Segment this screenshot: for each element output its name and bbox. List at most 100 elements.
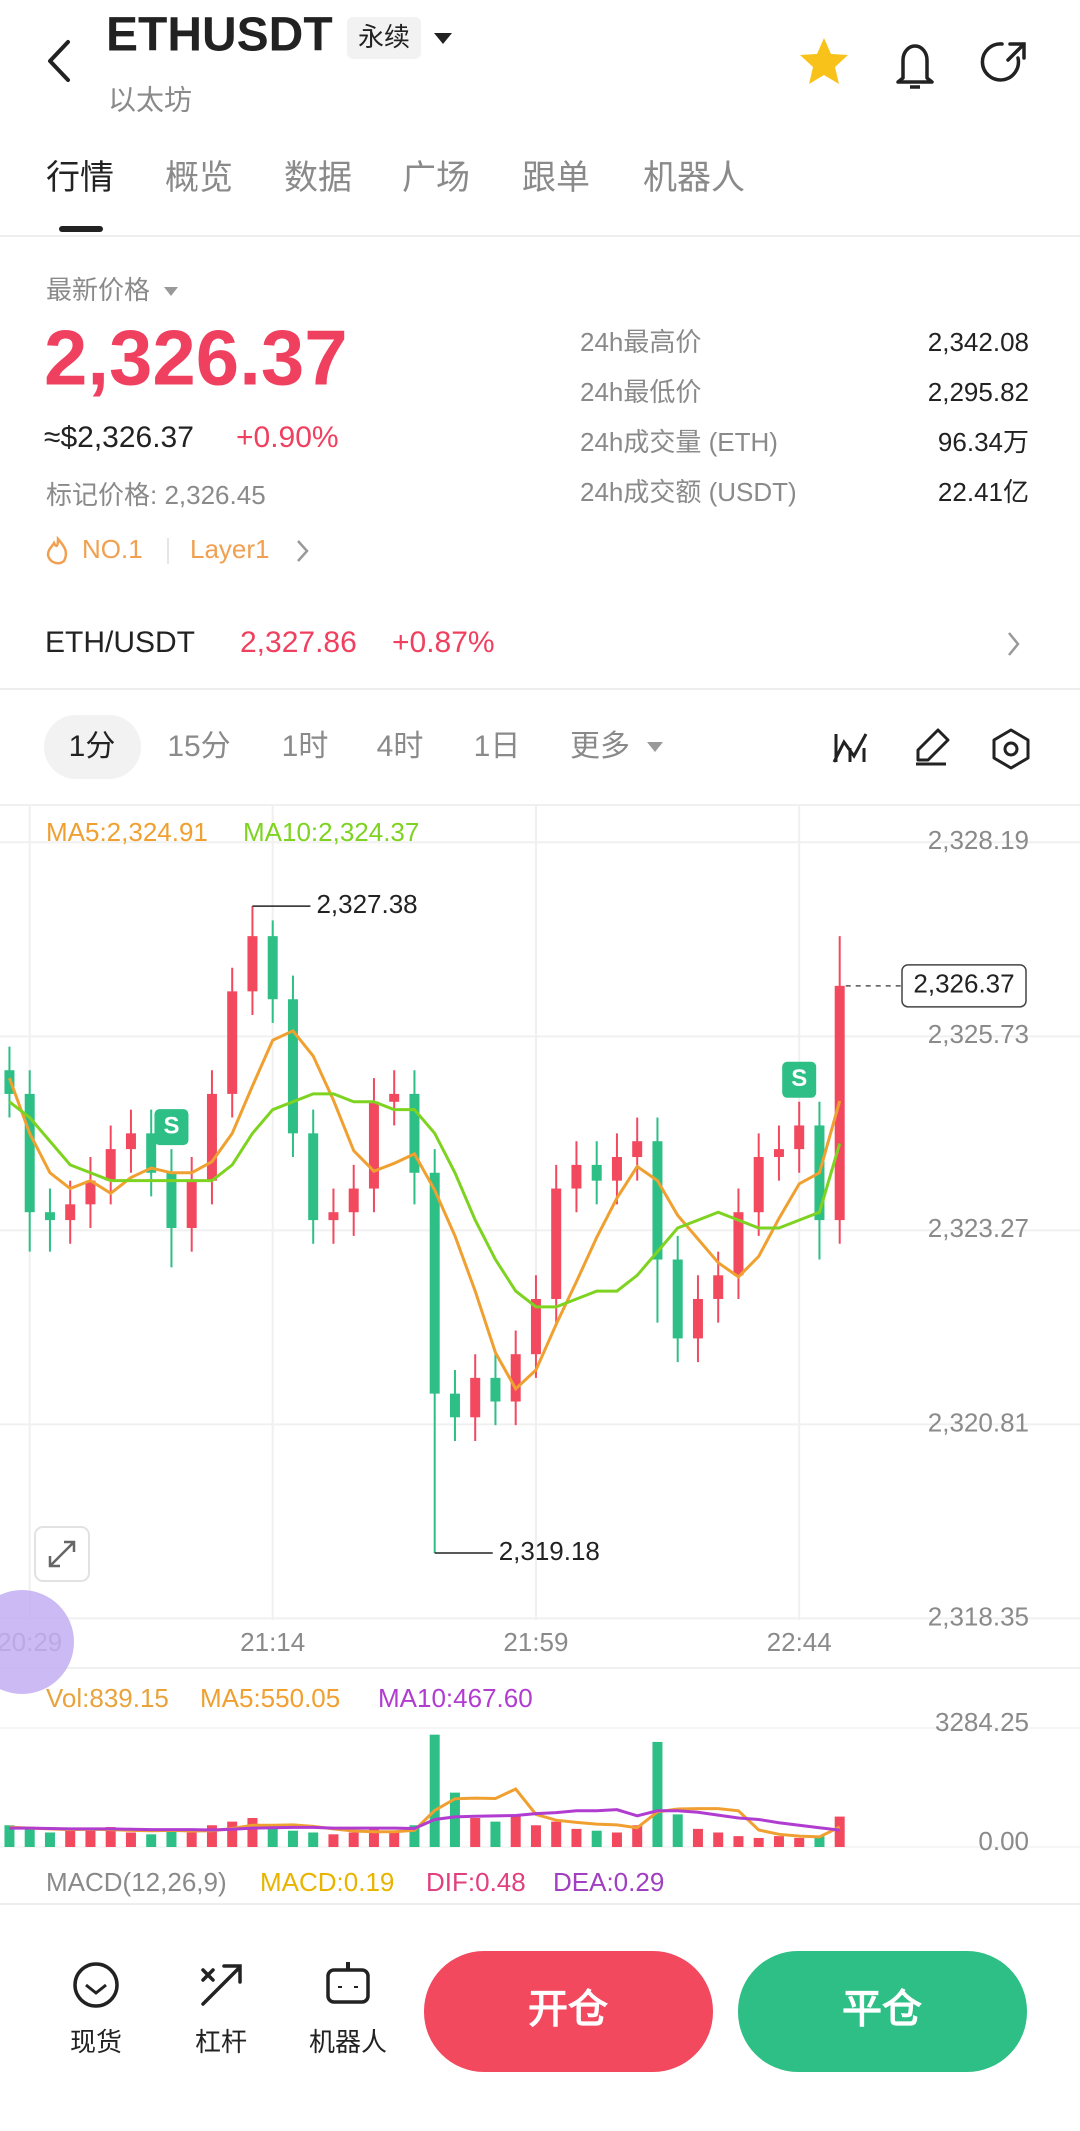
leverage-icon[interactable] — [201, 1964, 242, 2006]
volume-ma-line — [9, 1808, 840, 1832]
chevron[interactable] — [1008, 632, 1020, 656]
open-label: 开仓 — [528, 1988, 609, 2032]
volume-bar — [328, 1834, 339, 1847]
candle-body — [65, 1204, 76, 1221]
dropdown-icon[interactable] — [647, 742, 663, 752]
volume-bar — [632, 1825, 643, 1847]
spot-icon-mark — [85, 1983, 107, 1995]
alert-icon[interactable] — [896, 44, 934, 89]
dropdown-icon[interactable] — [434, 33, 452, 44]
y-tick-label: 2,320.81 — [928, 1407, 1029, 1437]
volume-bar — [571, 1828, 582, 1847]
stat-value: 2,342.08 — [928, 327, 1029, 357]
share-icon[interactable] — [980, 42, 1026, 82]
stat-label: 24h成交量 (ETH) — [580, 427, 778, 457]
interval[interactable]: 1时 — [282, 730, 329, 763]
volume-bar — [125, 1832, 136, 1847]
floating-assistant[interactable] — [0, 1590, 74, 1694]
close-label: 平仓 — [842, 1988, 923, 2032]
volume-bar — [409, 1825, 420, 1847]
volume-bar — [206, 1825, 217, 1847]
candle-body — [267, 936, 278, 1000]
bottom-item[interactable]: 机器人 — [309, 2027, 387, 2057]
tab[interactable]: 跟单 — [522, 159, 590, 197]
candle-body — [733, 1212, 744, 1276]
tab[interactable]: 概览 — [165, 159, 233, 197]
interval[interactable]: 1日 — [474, 730, 521, 763]
favorite-icon[interactable] — [800, 38, 848, 84]
open-button[interactable] — [424, 1951, 713, 2072]
tag[interactable]: Layer1 — [190, 534, 270, 564]
signal-label: S — [791, 1065, 807, 1092]
candle-body — [368, 1101, 379, 1189]
candle-body — [308, 1133, 319, 1221]
candle-body — [206, 1093, 217, 1181]
y-tick-label: 2,323.27 — [928, 1213, 1029, 1243]
spot-icon[interactable] — [73, 1962, 119, 2008]
volume-bar — [186, 1832, 197, 1847]
hot-icon — [46, 535, 68, 565]
spot-change: +0.87% — [392, 626, 495, 659]
y-tick-label: 2,318.35 — [928, 1601, 1029, 1631]
signal-label: S — [163, 1112, 179, 1139]
candle-body — [692, 1298, 703, 1339]
tab[interactable]: 机器人 — [643, 159, 745, 197]
candle-body — [753, 1156, 764, 1213]
interval[interactable]: 更多 — [570, 730, 630, 763]
back-button[interactable] — [48, 40, 70, 82]
candle-body — [85, 1180, 96, 1205]
x-tick-label: 22:44 — [767, 1627, 832, 1657]
interval[interactable]: 4时 — [377, 730, 424, 763]
rank[interactable]: NO.1 — [82, 534, 143, 564]
y-tick-label: 3284.25 — [935, 1707, 1029, 1737]
volume-bar — [672, 1814, 683, 1847]
candle-body — [672, 1259, 683, 1339]
volume-bar — [611, 1832, 622, 1847]
interval[interactable]: 15分 — [167, 730, 230, 763]
volume-bar — [713, 1832, 724, 1847]
candle-body — [348, 1188, 359, 1213]
y-tick-label: 0.00 — [978, 1826, 1029, 1856]
volume-bar — [44, 1832, 55, 1847]
candle-body — [470, 1377, 481, 1418]
badge-bg — [347, 17, 421, 59]
title: ETHUSDT — [106, 9, 333, 62]
candle-body — [713, 1275, 724, 1299]
volume-bar — [510, 1814, 521, 1847]
volume-bar — [146, 1834, 157, 1847]
price-change: +0.90% — [236, 421, 339, 454]
close-button[interactable] — [738, 1951, 1027, 2072]
candle-body — [490, 1377, 501, 1402]
legend-entry: MA5:550.05 — [200, 1683, 340, 1713]
interval-selected — [44, 715, 141, 779]
spot-price: 2,327.86 — [240, 626, 357, 659]
chevron — [297, 540, 309, 562]
settings-icon[interactable] — [992, 728, 1030, 770]
candle-body — [247, 936, 258, 992]
volume-bar — [24, 1828, 35, 1847]
spot-pair[interactable]: ETH/USDT — [45, 626, 195, 659]
draw-icon[interactable] — [916, 728, 950, 766]
last-price: 2,326.37 — [44, 314, 348, 402]
tab[interactable]: 广场 — [402, 159, 470, 197]
dropdown-icon[interactable] — [164, 287, 178, 296]
volume-bar — [227, 1821, 238, 1847]
tab[interactable]: 数据 — [284, 159, 352, 197]
last-price-label: 2,326.37 — [913, 969, 1014, 999]
expand-icon — [48, 1540, 76, 1568]
candle-body — [166, 1172, 177, 1228]
volume-bar — [368, 1828, 379, 1847]
indicator-icon[interactable] — [832, 733, 868, 763]
interval[interactable]: 1分 — [69, 730, 116, 763]
y-tick-label: 2,328.19 — [928, 825, 1029, 855]
x-tick-label: 21:59 — [503, 1627, 568, 1657]
bottom-item[interactable]: 现货 — [70, 2027, 122, 2057]
candle-body — [44, 1212, 55, 1221]
ma-line — [8, 1092, 842, 1309]
candle-body — [389, 1093, 400, 1102]
bottom-item[interactable]: 杠杆 — [195, 2027, 247, 2057]
volume-bar — [470, 1818, 481, 1847]
tab[interactable]: 行情 — [46, 159, 114, 197]
